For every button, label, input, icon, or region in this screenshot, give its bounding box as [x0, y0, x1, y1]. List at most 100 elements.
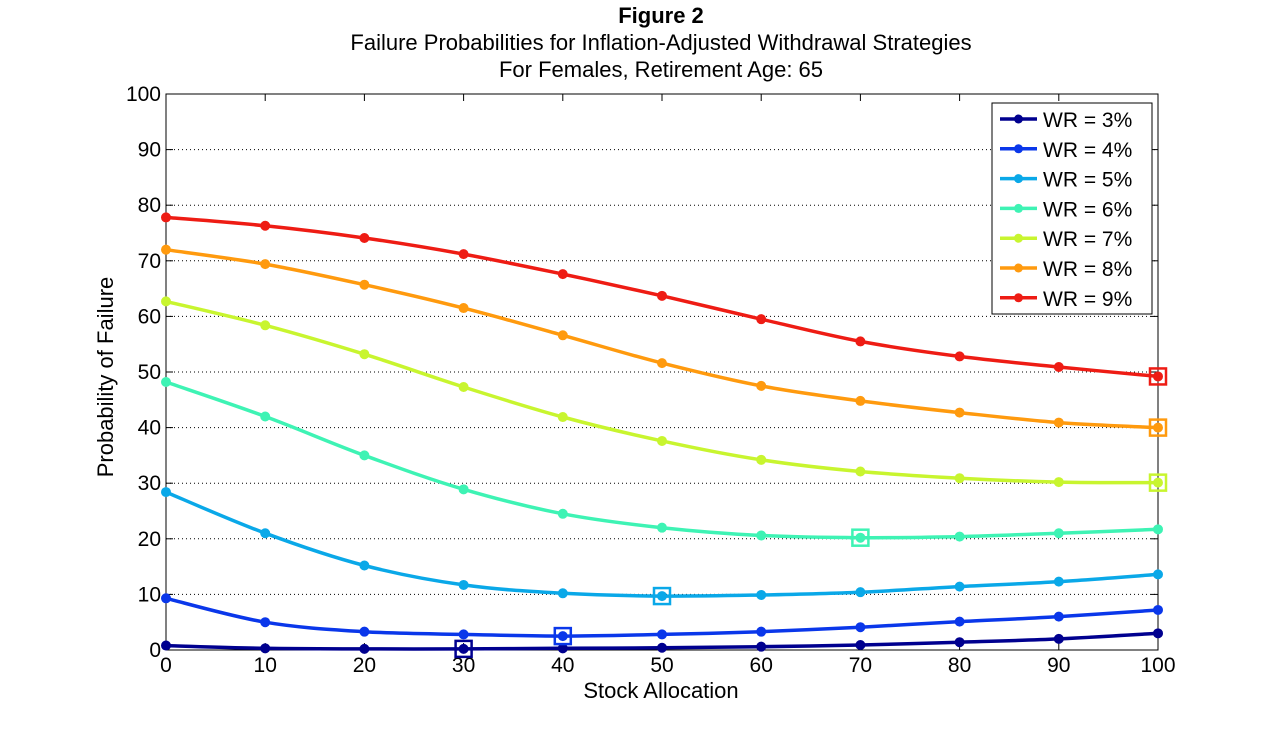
- data-point: [1053, 528, 1064, 539]
- data-point: [557, 508, 568, 519]
- y-tick-label: 80: [138, 194, 161, 217]
- data-point: [756, 626, 767, 637]
- data-point: [260, 411, 271, 422]
- legend-label: WR = 4%: [1043, 139, 1132, 162]
- legend-swatch-marker: [1014, 293, 1023, 303]
- chart-subtitle-2: For Females, Retirement Age: 65: [499, 57, 823, 82]
- series-line-wr-7: [165, 299, 1159, 485]
- optimal-marker: [652, 586, 672, 606]
- data-point: [1153, 524, 1163, 535]
- data-point: [1053, 361, 1064, 372]
- legend-label: WR = 9%: [1043, 288, 1132, 311]
- data-point: [1153, 628, 1163, 639]
- optimal-marker: [1148, 367, 1168, 386]
- y-tick-label: 0: [149, 639, 161, 662]
- data-point: [657, 358, 667, 369]
- y-tick-label: 10: [138, 583, 161, 606]
- data-point: [756, 454, 767, 465]
- data-point: [458, 629, 469, 640]
- data-point: [954, 407, 965, 418]
- data-point: [260, 617, 271, 628]
- series-markers: [161, 212, 1168, 659]
- data-point: [756, 314, 767, 325]
- y-tick-label: 20: [138, 528, 161, 551]
- legend-swatch-marker: [1014, 144, 1023, 154]
- legend: WR = 3% WR = 4% WR = 5% WR = 6% WR = 7% WR = …: [991, 102, 1153, 315]
- data-point: [855, 587, 866, 598]
- x-tick-label: 0: [160, 654, 172, 677]
- data-point: [161, 487, 171, 498]
- legend-label: WR = 8%: [1043, 258, 1132, 281]
- optimal-marker: [1148, 418, 1168, 437]
- data-point: [855, 336, 866, 347]
- data-point: [557, 588, 568, 599]
- x-axis-label: Stock Allocation: [583, 678, 738, 703]
- legend-swatch-marker: [1014, 263, 1023, 273]
- y-tick-label: 90: [138, 139, 161, 162]
- legend-label: WR = 7%: [1043, 228, 1132, 251]
- x-tick-label: 100: [1140, 654, 1175, 677]
- legend-label: WR = 3%: [1043, 109, 1132, 132]
- data-point: [954, 531, 965, 542]
- data-point: [260, 320, 271, 331]
- data-point: [657, 591, 667, 602]
- data-point: [1153, 477, 1163, 488]
- x-tick-label: 40: [551, 654, 574, 677]
- data-point: [359, 450, 370, 461]
- data-point: [260, 259, 271, 270]
- data-point: [1153, 604, 1163, 615]
- y-axis-label: Probability of Failure: [93, 277, 118, 478]
- data-point: [458, 484, 469, 495]
- data-point: [161, 593, 171, 604]
- data-point: [161, 296, 171, 307]
- data-point: [458, 382, 469, 393]
- data-point: [260, 220, 271, 231]
- data-point: [557, 269, 568, 280]
- data-point: [260, 528, 271, 539]
- legend-swatch-marker: [1014, 233, 1023, 243]
- data-point: [657, 435, 667, 446]
- legend-swatch-marker: [1014, 114, 1023, 124]
- y-tick-label: 50: [138, 361, 161, 384]
- x-tick-label: 30: [452, 654, 475, 677]
- data-point: [359, 233, 370, 244]
- data-point: [458, 579, 469, 590]
- data-point: [557, 412, 568, 423]
- data-point: [557, 631, 568, 642]
- y-tick-label: 100: [126, 83, 161, 106]
- data-point: [1153, 371, 1163, 382]
- data-point: [954, 581, 965, 592]
- data-point: [1053, 477, 1064, 488]
- chart-title: Figure 2: [618, 3, 704, 28]
- data-point: [855, 622, 866, 633]
- data-point: [458, 303, 469, 314]
- series-line-wr-6: [165, 380, 1159, 540]
- data-point: [855, 466, 866, 477]
- data-point: [557, 330, 568, 341]
- data-point: [954, 616, 965, 627]
- x-tick-label: 10: [254, 654, 277, 677]
- data-point: [657, 522, 667, 533]
- data-point: [260, 643, 271, 654]
- data-point: [756, 380, 767, 391]
- data-point: [954, 351, 965, 362]
- data-point: [855, 532, 866, 543]
- data-point: [657, 642, 667, 653]
- data-point: [1053, 611, 1064, 622]
- series-line-wr-5: [165, 490, 1159, 598]
- data-point: [756, 641, 767, 652]
- data-point: [359, 560, 370, 571]
- data-point: [359, 349, 370, 360]
- data-point: [458, 249, 469, 260]
- optimal-marker: [553, 626, 573, 646]
- legend-swatch-marker: [1014, 203, 1023, 213]
- data-point: [161, 244, 171, 255]
- data-point: [1153, 422, 1163, 433]
- data-point: [161, 640, 171, 651]
- data-point: [756, 530, 767, 541]
- data-point: [1053, 576, 1064, 587]
- chart-subtitle-1: Failure Probabilities for Inflation-Adju…: [350, 30, 971, 55]
- data-point: [657, 290, 667, 301]
- x-tick-label: 50: [650, 654, 673, 677]
